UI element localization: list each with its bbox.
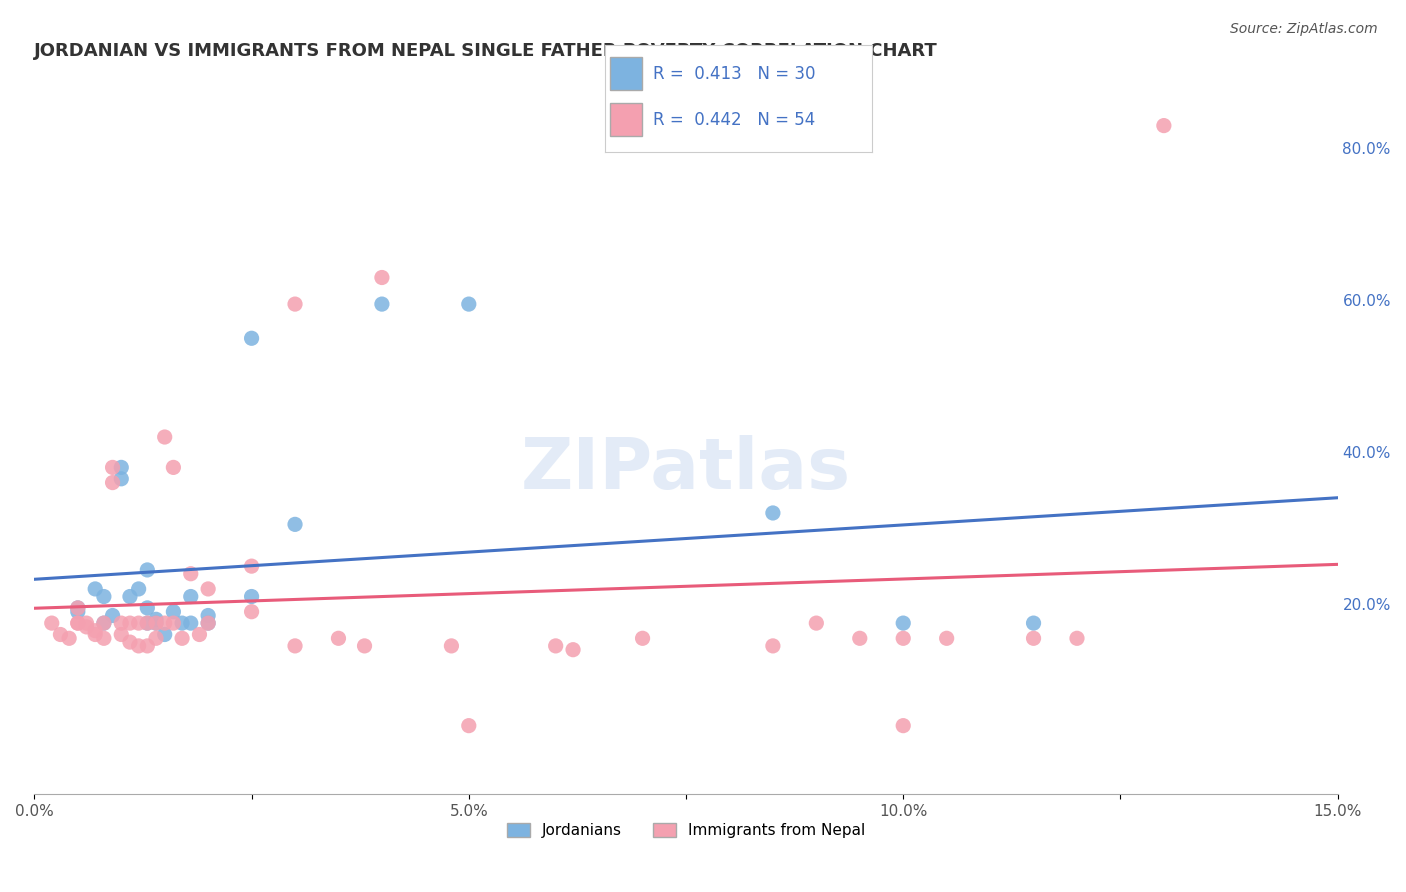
Point: [440, 639, 463, 653]
Point: [101, 460, 124, 475]
Point: [891, 616, 914, 631]
Point: [371, 270, 394, 285]
Point: [128, 582, 150, 596]
Point: [66, 616, 89, 631]
Point: [284, 297, 307, 311]
Point: [76, 620, 98, 634]
Point: [84, 624, 107, 638]
Point: [891, 632, 914, 646]
Point: [172, 616, 194, 631]
Point: [762, 506, 785, 520]
Point: [66, 601, 89, 615]
Point: [128, 616, 150, 631]
Text: R =  0.413   N = 30: R = 0.413 N = 30: [652, 64, 815, 82]
Point: [145, 616, 167, 631]
Point: [544, 639, 567, 653]
Point: [110, 627, 132, 641]
Point: [631, 632, 654, 646]
Point: [180, 566, 202, 581]
Point: [118, 616, 141, 631]
Point: [145, 612, 167, 626]
Point: [118, 635, 141, 649]
Point: [162, 605, 184, 619]
Point: [66, 605, 89, 619]
Point: [145, 616, 167, 631]
Text: JORDANIAN VS IMMIGRANTS FROM NEPAL SINGLE FATHER POVERTY CORRELATION CHART: JORDANIAN VS IMMIGRANTS FROM NEPAL SINGL…: [34, 42, 938, 60]
Point: [180, 590, 202, 604]
Text: ZIPatlas: ZIPatlas: [522, 434, 851, 504]
Point: [762, 639, 785, 653]
Point: [84, 627, 107, 641]
Point: [110, 616, 132, 631]
Point: [353, 639, 375, 653]
Point: [58, 632, 80, 646]
Point: [136, 616, 159, 631]
Point: [136, 601, 159, 615]
Point: [562, 642, 585, 657]
Point: [153, 627, 176, 641]
Point: [1153, 119, 1175, 133]
Point: [935, 632, 957, 646]
Point: [128, 639, 150, 653]
Point: [457, 297, 479, 311]
Point: [197, 616, 219, 631]
FancyBboxPatch shape: [610, 57, 643, 89]
FancyBboxPatch shape: [610, 103, 643, 136]
Point: [66, 616, 89, 631]
Point: [76, 616, 98, 631]
Point: [136, 563, 159, 577]
Point: [1022, 616, 1045, 631]
Point: [1066, 632, 1088, 646]
Point: [197, 608, 219, 623]
Text: R =  0.442   N = 54: R = 0.442 N = 54: [652, 111, 815, 128]
Point: [197, 616, 219, 631]
Point: [240, 590, 263, 604]
Point: [153, 430, 176, 444]
Point: [240, 559, 263, 574]
Point: [145, 632, 167, 646]
Point: [93, 632, 115, 646]
Point: [93, 590, 115, 604]
Point: [284, 517, 307, 532]
Point: [162, 616, 184, 631]
Point: [49, 627, 72, 641]
Point: [180, 616, 202, 631]
Point: [328, 632, 350, 646]
Point: [136, 616, 159, 631]
Point: [118, 590, 141, 604]
Point: [41, 616, 63, 631]
Point: [136, 639, 159, 653]
Point: [457, 719, 479, 733]
Point: [101, 475, 124, 490]
Point: [849, 632, 872, 646]
Point: [101, 608, 124, 623]
Point: [84, 582, 107, 596]
Point: [1022, 632, 1045, 646]
Point: [66, 601, 89, 615]
Point: [153, 616, 176, 631]
Point: [891, 719, 914, 733]
Point: [371, 297, 394, 311]
Text: Source: ZipAtlas.com: Source: ZipAtlas.com: [1230, 22, 1378, 37]
Point: [240, 605, 263, 619]
Point: [284, 639, 307, 653]
Point: [162, 460, 184, 475]
Point: [110, 460, 132, 475]
Legend: Jordanians, Immigrants from Nepal: Jordanians, Immigrants from Nepal: [501, 817, 872, 844]
Point: [197, 582, 219, 596]
Point: [240, 331, 263, 345]
Point: [93, 616, 115, 631]
Point: [110, 472, 132, 486]
Point: [93, 616, 115, 631]
Point: [188, 627, 211, 641]
Point: [806, 616, 828, 631]
Point: [172, 632, 194, 646]
